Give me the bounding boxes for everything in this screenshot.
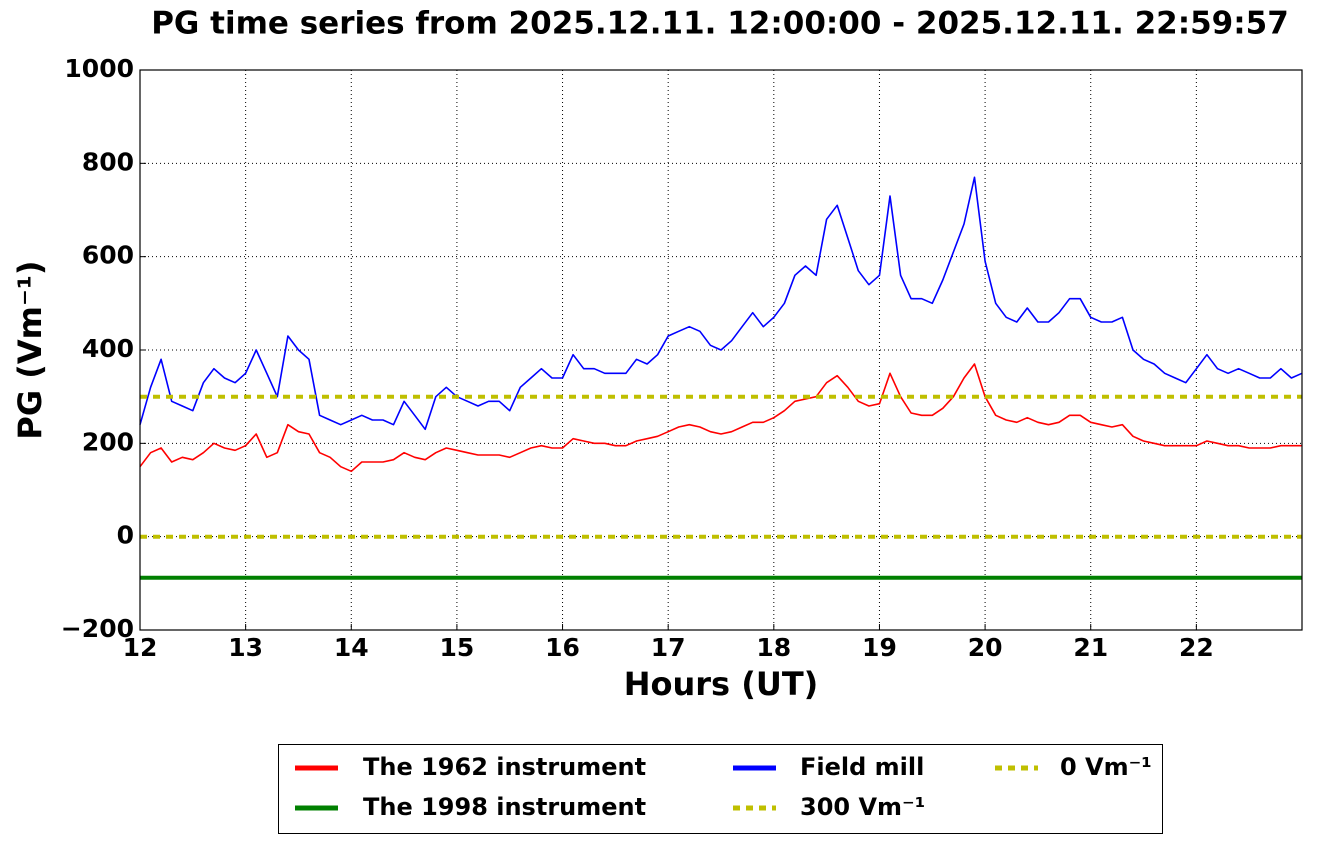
x-tick-label: 18 [756, 633, 791, 662]
x-tick-label: 14 [334, 633, 369, 662]
x-tick-label: 19 [862, 633, 897, 662]
y-tick-label: 200 [82, 427, 134, 456]
series-line [139, 363, 1302, 473]
legend-label: 300 Vm⁻¹ [800, 793, 925, 821]
legend-label: Field mill [800, 753, 924, 781]
y-axis-label: PG (Vm⁻¹) [11, 260, 49, 439]
legend-box [278, 744, 1163, 834]
y-tick-label: 600 [82, 241, 134, 270]
x-tick-label: 20 [968, 633, 1003, 662]
legend-label: The 1962 instrument [363, 753, 646, 781]
series-line [139, 176, 1303, 431]
chart-title: PG time series from 2025.12.11. 12:00:00… [151, 6, 1289, 42]
legend-label: The 1998 instrument [363, 793, 646, 821]
y-tick-label: 1000 [64, 54, 134, 83]
y-tick-label: 800 [82, 147, 134, 176]
x-axis-label: Hours (UT) [624, 665, 819, 703]
x-tick-label: 17 [651, 633, 686, 662]
plot-frame [139, 69, 1303, 631]
y-tick-label: 0 [117, 521, 134, 550]
legend-label: 0 Vm⁻¹ [1060, 753, 1152, 781]
y-tick-label: 400 [82, 334, 134, 363]
y-tick-label: −200 [61, 614, 134, 643]
x-tick-label: 12 [123, 633, 158, 662]
x-tick-label: 15 [440, 633, 475, 662]
x-tick-label: 16 [545, 633, 580, 662]
x-tick-label: 21 [1073, 633, 1108, 662]
x-tick-label: 13 [228, 633, 263, 662]
x-tick-label: 22 [1179, 633, 1214, 662]
